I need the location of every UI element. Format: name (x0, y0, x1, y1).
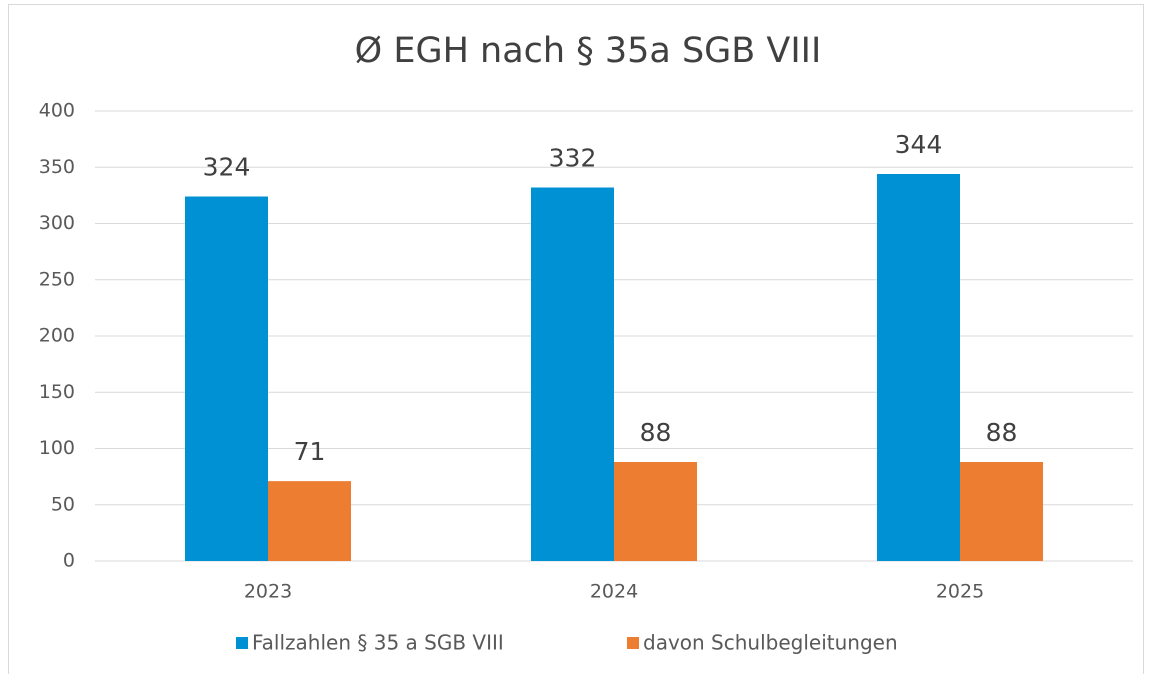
x-tick-label: 2025 (936, 581, 984, 603)
bar (614, 462, 697, 561)
data-label: 344 (895, 130, 943, 159)
y-tick-label: 250 (39, 268, 75, 290)
bar (960, 462, 1043, 561)
data-label: 88 (640, 418, 672, 447)
bar (531, 187, 614, 561)
data-label: 332 (549, 144, 597, 173)
data-label: 324 (203, 153, 251, 182)
legend-swatch (236, 637, 248, 649)
x-tick-label: 2024 (590, 581, 638, 603)
y-tick-label: 200 (39, 325, 75, 347)
x-tick-label: 2023 (244, 581, 292, 603)
y-tick-label: 50 (51, 493, 75, 515)
bar (268, 481, 351, 561)
y-tick-label: 100 (39, 437, 75, 459)
bar (877, 174, 960, 561)
data-label: 71 (294, 437, 326, 466)
legend-label: Fallzahlen § 35 a SGB VIII (252, 631, 504, 655)
data-label: 88 (986, 418, 1018, 447)
legend-label: davon Schulbegleitungen (643, 631, 898, 655)
chart-title: Ø EGH nach § 35a SGB VIII (355, 31, 822, 71)
bar (185, 196, 268, 561)
y-tick-label: 350 (39, 156, 75, 178)
y-tick-label: 0 (63, 550, 75, 572)
y-tick-label: 150 (39, 381, 75, 403)
legend-swatch (627, 637, 639, 649)
y-tick-label: 400 (39, 100, 75, 122)
y-tick-label: 300 (39, 212, 75, 234)
